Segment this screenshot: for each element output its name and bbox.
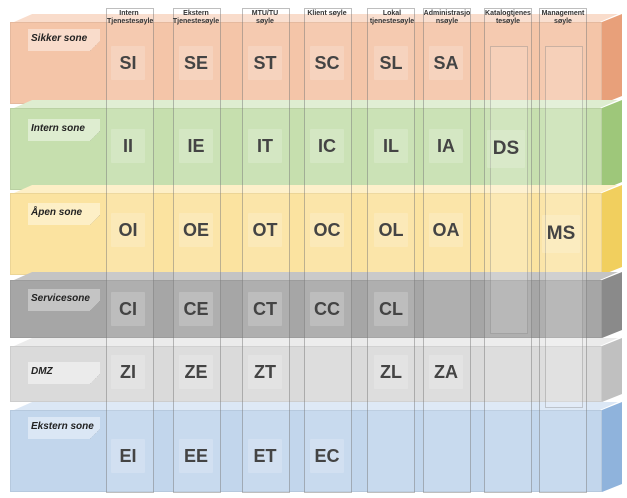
column-header: Ekstern Tjenestesøyle <box>172 10 220 25</box>
column-ekstern-tjeneste <box>173 8 221 493</box>
zone-band-top-face <box>14 14 618 22</box>
column-intern-tjeneste <box>106 8 154 493</box>
column-mtu-tu <box>242 8 290 493</box>
zone-cell: IA <box>429 129 463 163</box>
zone-cell: ZL <box>374 355 408 389</box>
zone-band-side-face <box>602 185 622 275</box>
column-lokal-tjeneste <box>367 8 415 493</box>
zone-cell: OE <box>179 213 213 247</box>
zone-band-service <box>10 280 602 338</box>
zone-cell-ms: MS <box>542 215 580 253</box>
zone-label-service: Servicesone <box>28 289 100 311</box>
column-header: Lokal tjenestesøyle <box>369 10 415 25</box>
zone-cell: OI <box>111 213 145 247</box>
zone-label-dmz: DMZ <box>28 362 100 384</box>
zone-label-sikker: Sikker sone <box>28 29 100 51</box>
zone-cell: IE <box>179 129 213 163</box>
zone-band-top-face <box>14 272 618 280</box>
zone-band-side-face <box>602 338 622 402</box>
zone-band-side-face <box>602 14 622 104</box>
zone-cell: ZA <box>429 355 463 389</box>
zone-cell: IT <box>248 129 282 163</box>
column-administrasjon <box>423 8 471 493</box>
zone-cell: EC <box>310 439 344 473</box>
zone-cell: ET <box>248 439 282 473</box>
zone-cell: IL <box>374 129 408 163</box>
zone-band-ekstern <box>10 410 602 492</box>
column-header: Administrasjo nsøyle <box>423 10 471 25</box>
zone-cell: SI <box>111 46 145 80</box>
katalog-span-box <box>490 46 528 334</box>
zone-cell: CE <box>179 292 213 326</box>
zone-band-side-face <box>602 100 622 190</box>
zone-band-top-face <box>14 338 618 346</box>
management-span-box <box>545 46 583 408</box>
column-header: MTU/TU søyle <box>251 10 279 25</box>
zone-cell: CT <box>248 292 282 326</box>
column-header: Intern Tjenestesøyle <box>107 10 154 25</box>
zone-cell: SE <box>179 46 213 80</box>
column-header: Management søyle <box>541 10 585 25</box>
zone-band-apen <box>10 193 602 275</box>
zone-band-top-face <box>14 185 618 193</box>
zone-cell: SL <box>374 46 408 80</box>
zone-label-intern: Intern sone <box>28 119 100 141</box>
column-katalogtjeneste <box>484 8 532 493</box>
zone-cell: II <box>111 129 145 163</box>
zone-cell: IC <box>310 129 344 163</box>
column-header: Katalogtjenes tesøyle <box>485 10 531 25</box>
zone-cell: SC <box>310 46 344 80</box>
zone-band-side-face <box>602 402 622 492</box>
zone-cell: ZT <box>248 355 282 389</box>
zone-band-dmz <box>10 346 602 402</box>
zone-cell: ST <box>248 46 282 80</box>
zone-cell: OA <box>429 213 463 247</box>
zone-band-sikker <box>10 22 602 104</box>
zone-cell: EE <box>179 439 213 473</box>
zone-cell: OL <box>374 213 408 247</box>
column-management <box>539 8 587 493</box>
zone-label-apen: Åpen sone <box>28 203 100 225</box>
column-header: Klient søyle <box>307 10 347 17</box>
zone-band-side-face <box>602 272 622 338</box>
zone-cell: OC <box>310 213 344 247</box>
zone-cell: OT <box>248 213 282 247</box>
zone-cell: CI <box>111 292 145 326</box>
zone-band-top-face <box>14 402 618 410</box>
zone-cell: ZI <box>111 355 145 389</box>
zone-cell: EI <box>111 439 145 473</box>
zone-band-top-face <box>14 100 618 108</box>
zone-cell: CC <box>310 292 344 326</box>
column-klient <box>304 8 352 493</box>
zone-band-intern <box>10 108 602 190</box>
zone-label-ekstern: Ekstern sone <box>28 417 100 439</box>
zone-cell: ZE <box>179 355 213 389</box>
zone-cell: CL <box>374 292 408 326</box>
zone-cell-ds: DS <box>487 130 525 168</box>
zone-cell: SA <box>429 46 463 80</box>
